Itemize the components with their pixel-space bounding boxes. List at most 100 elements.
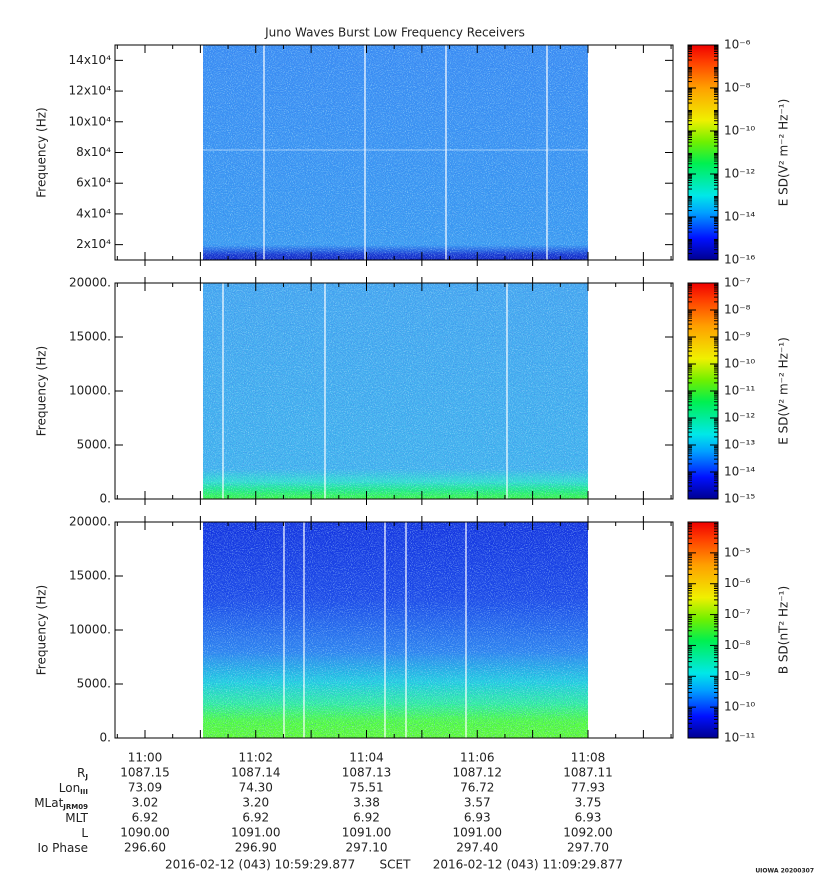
- colorbar-tick-label: 10⁻¹²: [724, 167, 755, 181]
- colorbar-tick-label: 10⁻¹²: [724, 411, 755, 425]
- ephemeris-label-text: Lon: [59, 781, 80, 795]
- ephemeris-value: 296.60: [124, 841, 166, 855]
- chart-title: Juno Waves Burst Low Frequency Receivers: [264, 26, 525, 40]
- colorbar-tick-label: 10⁻⁸: [724, 638, 751, 652]
- y-tick-label: 5000.: [77, 438, 111, 452]
- colorbar-tick-label: 10⁻¹⁴: [724, 465, 755, 479]
- spectrogram-noise: [203, 45, 588, 260]
- y-tick-label: 2x10⁴: [76, 237, 111, 251]
- ephemeris-label-text: R: [77, 766, 85, 780]
- colorbar-tick-label: 10⁻¹³: [724, 438, 755, 452]
- colorbar: [688, 45, 718, 260]
- ephemeris-value: 6.93: [575, 811, 602, 825]
- ephemeris-value: 1087.15: [120, 766, 170, 780]
- colorbar-tick-label: 10⁻¹⁵: [724, 492, 755, 506]
- ephemeris-value: 3.57: [464, 796, 491, 810]
- ephemeris-value: 74.30: [239, 781, 273, 795]
- y-tick-label: 10000.: [69, 623, 111, 637]
- ephemeris-label: MLatJRM09: [34, 796, 88, 812]
- start-time: 2016-02-12 (043) 10:59:29.877: [165, 858, 355, 872]
- x-tick-label: 11:02: [238, 751, 273, 765]
- x-tick-label: 11:06: [460, 751, 495, 765]
- colorbar-frame: [687, 44, 719, 261]
- ephemeris-value: 1090.00: [120, 826, 170, 840]
- colorbar-tick-label: 10⁻¹⁶: [724, 253, 755, 267]
- y-tick-label: 15000.: [69, 330, 111, 344]
- y-tick-label: 0.: [100, 731, 111, 745]
- ephemeris-value: 297.70: [567, 841, 609, 855]
- ephemeris-value: 297.10: [346, 841, 388, 855]
- colorbar-tick-label: 10⁻⁹: [724, 330, 751, 344]
- ephemeris-label-text: L: [81, 826, 88, 840]
- colorbar-tick-label: 10⁻¹⁰: [724, 124, 755, 138]
- ephemeris-value: 3.75: [575, 796, 602, 810]
- ephemeris-value: 3.02: [132, 796, 159, 810]
- colorbar-tick-label: 10⁻¹¹: [724, 731, 755, 745]
- colorbar-tick-label: 10⁻⁷: [724, 276, 751, 290]
- ephemeris-label-sub: JRM09: [62, 803, 88, 811]
- y-tick-label: 20000.: [69, 515, 111, 529]
- ephemeris-value: 75.51: [349, 781, 383, 795]
- ephemeris-label: L: [81, 826, 88, 840]
- ephemeris-value: 1091.00: [342, 826, 392, 840]
- ephemeris-label: MLT: [65, 811, 88, 825]
- colorbar-label: B SD(nT² Hz⁻¹): [777, 586, 791, 674]
- y-tick-label: 4x10⁴: [76, 206, 111, 220]
- colorbar-tick-label: 10⁻¹⁰: [724, 357, 755, 371]
- ephemeris-label-text: Io Phase: [37, 841, 88, 855]
- ephemeris-value: 6.93: [464, 811, 491, 825]
- colorbar: [688, 522, 718, 738]
- colorbar-frame: [687, 521, 719, 739]
- colorbar-tick-label: 10⁻⁵: [724, 545, 751, 559]
- y-tick-label: 10x10⁴: [69, 114, 112, 128]
- colorbar-tick-label: 10⁻⁸: [724, 81, 751, 95]
- ephemeris-value: 1087.11: [563, 766, 613, 780]
- y-tick-label: 6x10⁴: [76, 176, 111, 190]
- stamp: UIOWA 20200307: [755, 868, 814, 875]
- colorbar-tick-label: 10⁻¹¹: [724, 384, 755, 398]
- y-axis-label: Frequency (Hz): [35, 346, 49, 437]
- ephemeris-value: 1087.12: [452, 766, 502, 780]
- y-tick-label: 5000.: [77, 677, 111, 691]
- spectrogram-noise: [203, 522, 588, 738]
- colorbar-tick-label: 10⁻⁹: [724, 669, 751, 683]
- ephemeris-value: 1087.13: [342, 766, 392, 780]
- ephemeris-value: 296.90: [235, 841, 277, 855]
- end-time: 2016-02-12 (043) 11:09:29.877: [433, 858, 623, 872]
- x-tick-label: 11:00: [128, 751, 163, 765]
- ephemeris-value: 6.92: [132, 811, 159, 825]
- ephemeris-value: 76.72: [460, 781, 494, 795]
- colorbar-tick-label: 10⁻⁶: [724, 576, 751, 590]
- y-tick-label: 15000.: [69, 569, 111, 583]
- y-axis-label: Frequency (Hz): [35, 107, 49, 198]
- colorbar-tick-label: 10⁻⁶: [724, 38, 751, 52]
- y-axis-label: Frequency (Hz): [35, 585, 49, 676]
- ephemeris-value: 3.20: [242, 796, 269, 810]
- spectrogram-noise: [203, 283, 588, 499]
- y-tick-label: 12x10⁴: [69, 84, 112, 98]
- ephemeris-label-sub: III: [80, 788, 88, 796]
- colorbar-tick-label: 10⁻¹⁴: [724, 210, 755, 224]
- y-tick-label: 14x10⁴: [69, 53, 112, 67]
- colorbar-tick-label: 10⁻⁸: [724, 303, 751, 317]
- y-tick-label: 0.: [100, 492, 111, 506]
- ephemeris-value: 297.40: [456, 841, 498, 855]
- ephemeris-value: 1091.00: [452, 826, 502, 840]
- y-tick-label: 10000.: [69, 384, 111, 398]
- ephemeris-label: Io Phase: [37, 841, 88, 855]
- ephemeris-value: 1091.00: [231, 826, 281, 840]
- ephemeris-value: 1092.00: [563, 826, 613, 840]
- ephemeris-label-sub: J: [84, 773, 88, 781]
- ephemeris-value: 6.92: [353, 811, 380, 825]
- ephemeris-label-text: MLT: [65, 811, 88, 825]
- ephemeris-label-text: MLat: [34, 796, 63, 810]
- ephemeris-label: LonIII: [59, 781, 88, 797]
- y-tick-label: 20000.: [69, 276, 111, 290]
- y-tick-label: 8x10⁴: [76, 145, 111, 159]
- ephemeris-value: 6.92: [242, 811, 269, 825]
- x-tick-label: 11:08: [571, 751, 606, 765]
- ephemeris-value: 1087.14: [231, 766, 281, 780]
- x-tick-label: 11:04: [349, 751, 384, 765]
- ephemeris-value: 3.38: [353, 796, 380, 810]
